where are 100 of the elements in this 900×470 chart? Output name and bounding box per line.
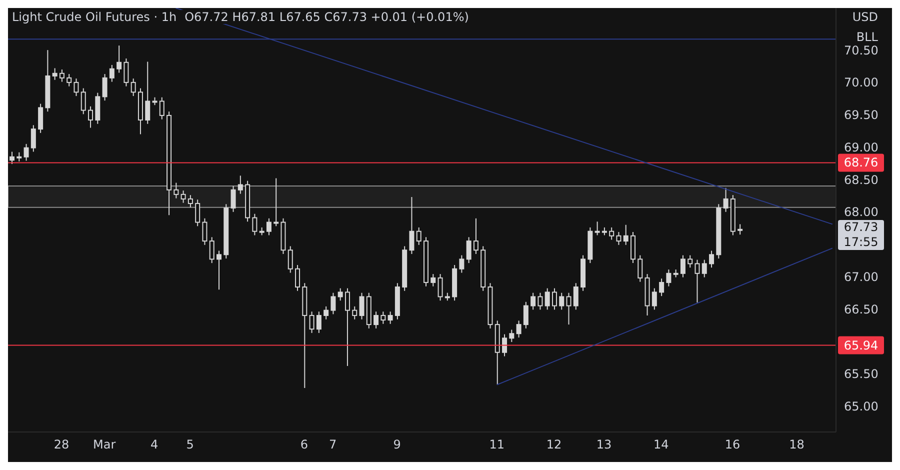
candlestick [702,259,707,278]
candlestick [502,334,508,357]
candlestick [652,288,657,310]
candlestick [709,250,714,268]
x-tick-label: 9 [393,438,401,452]
candlestick [430,274,436,287]
y-tick-label: 68.00 [844,205,878,220]
candlestick [573,282,578,310]
candlestick [159,96,164,120]
candlestick [659,278,664,297]
candlestick [24,143,29,162]
candlestick [559,292,564,310]
y-tick-label: 70.50 [844,43,878,58]
candlestick [594,221,600,236]
candlestick [509,329,514,343]
x-tick-label: Mar [93,438,116,452]
y-tick-label: 70.00 [844,76,878,90]
candlestick [16,152,22,162]
candlestick [438,274,443,302]
candlestick [10,151,14,165]
candlestick [374,311,379,329]
candlestick [52,68,58,80]
candlestick [530,292,536,310]
candlestick [409,196,414,254]
x-tick-label: 7 [328,438,337,452]
x-tick-label: 16 [724,438,740,452]
candlestick [723,187,728,212]
ref-line-label: 68.76 [844,156,878,170]
ref-line-label: 65.94 [844,338,878,352]
candlestick [538,292,543,310]
candlestick [109,64,114,82]
candlestick [88,106,94,128]
chart-title: Light Crude Oil Futures · 1h [12,10,177,24]
candlestick [344,288,350,366]
x-tick-label: 14 [653,438,669,452]
x-tick-label: 18 [789,438,804,452]
candlestick [130,78,136,97]
candlestick [616,231,622,246]
candlestick [680,254,686,278]
candlestick [738,224,743,236]
candlestick [145,61,150,124]
candlestick [473,218,478,254]
candlestick [623,224,628,246]
x-tick-label: 13 [596,438,612,452]
candlestick [352,306,358,320]
y-tick-label: 68.50 [844,172,878,187]
candlestick [630,231,636,264]
candlestick [95,92,100,124]
x-tick-label: 12 [546,438,562,452]
candlestick [516,320,522,338]
y-tick-label: 65.50 [844,367,878,381]
candlestick [330,292,336,315]
candlestick [59,68,64,82]
candlestick [638,254,643,282]
x-tick-label: 11 [489,438,505,452]
text: 17:55 [842,235,880,250]
candlestick [288,246,293,274]
candlestick [544,288,550,310]
y-tick-label: 66.50 [844,302,878,316]
text: 67.73 [842,220,880,236]
candlestick [338,288,343,302]
candlestick [216,250,222,290]
candlestick [30,124,36,152]
candlestick [274,178,279,227]
candlestick [180,190,186,204]
candlestick [466,236,472,264]
x-tick-label: 28 [54,438,70,452]
candlestick [230,186,236,212]
candlestick [238,175,243,194]
y-tick-label: 65.00 [844,399,878,414]
candlestick [566,292,572,326]
candlestick [102,74,108,102]
candlestick [459,254,464,274]
text: USD [852,10,878,24]
candlestick [80,88,86,115]
candlestick [694,259,700,304]
candlestick [523,301,528,329]
chart-subtitle: O67.72 H67.81 L67.65 C67.73 +0.01 (+0.01%) [184,10,469,24]
y-tick-label: 69.50 [844,108,878,122]
candlestick [116,45,122,74]
candlestick [316,311,322,334]
candlestick [202,218,208,246]
y-tick-label: 67.00 [844,270,878,284]
x-tick-label: 5 [186,438,194,452]
candlestick [252,213,258,236]
candlestick [388,311,393,324]
candlestick [74,78,79,97]
text: BLL [856,30,878,44]
candlestick [66,74,72,87]
candlestick [38,103,44,134]
candlestick [324,306,329,320]
candlestick [552,288,557,310]
x-tick-label: 4 [150,438,158,452]
candlestick [124,58,129,87]
y-tick-label: 69.00 [844,140,878,154]
candlestick [209,236,214,264]
candlestick [609,226,614,240]
candlestick [416,226,422,246]
candlestick [295,264,300,292]
candlestick [266,218,272,236]
